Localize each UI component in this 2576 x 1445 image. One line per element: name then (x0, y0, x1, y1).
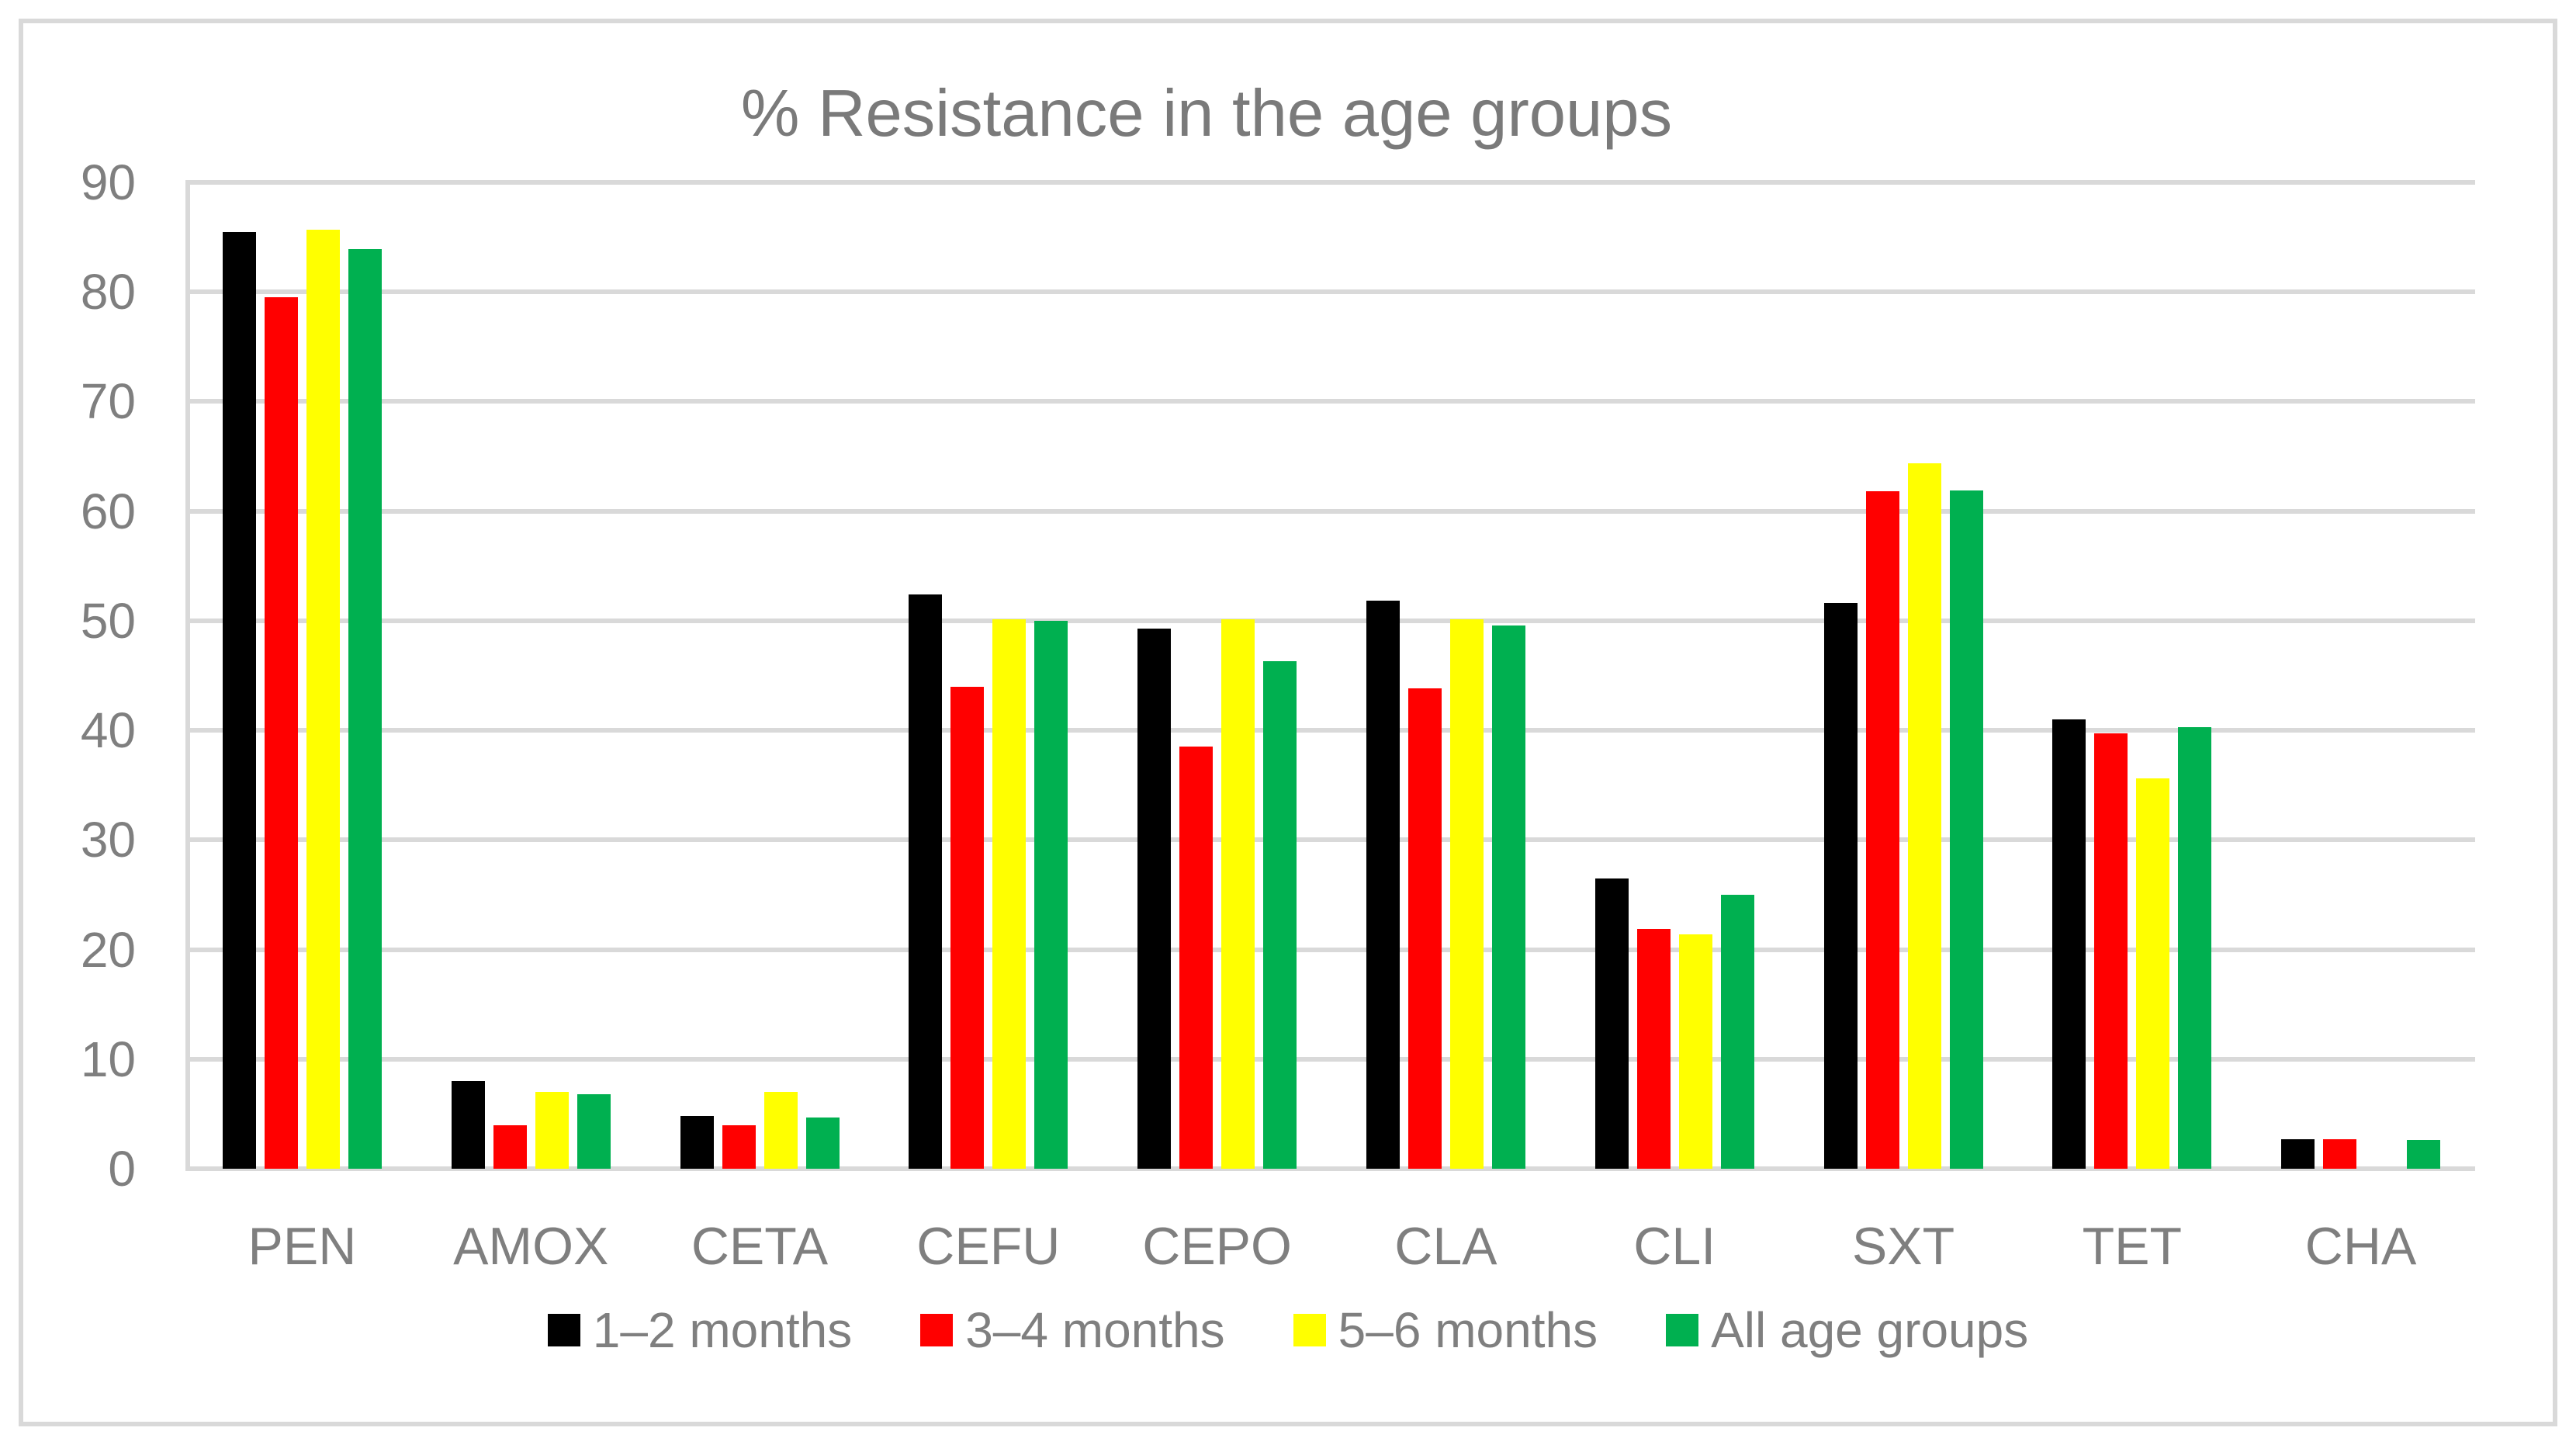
bar-CLA-3–4-months (1407, 688, 1442, 1169)
gridline-10 (188, 1056, 2475, 1062)
bar-CEFU-1–2-months (909, 594, 943, 1169)
bar-TET-All-age-groups (2178, 726, 2212, 1169)
bar-AMOX-3–4-months (493, 1124, 527, 1169)
y-tick-label-40: 40 (80, 702, 136, 759)
legend-label: 1–2 months (592, 1302, 853, 1358)
y-tick-label-90: 90 (80, 154, 136, 210)
legend-item-All-age-groups: All age groups (1666, 1305, 2028, 1355)
bar-CLA-All-age-groups (1491, 625, 1525, 1169)
bar-CLI-1–2-months (1594, 878, 1629, 1169)
bar-AMOX-5–6-months (535, 1092, 569, 1169)
y-axis-line (185, 180, 190, 1171)
bar-SXT-1–2-months (1823, 603, 1858, 1169)
bar-SXT-3–4-months (1865, 491, 1899, 1169)
gridline-90 (188, 180, 2475, 185)
bar-CLI-5–6-months (1678, 934, 1712, 1169)
bar-CETA-5–6-months (763, 1092, 798, 1169)
bar-CEFU-3–4-months (950, 686, 985, 1169)
bar-TET-1–2-months (2052, 719, 2086, 1169)
bar-TET-3–4-months (2094, 733, 2128, 1169)
bar-CEPO-All-age-groups (1263, 661, 1297, 1169)
legend-item-3–4-months: 3–4 months (920, 1302, 1225, 1358)
legend-swatch-icon (920, 1314, 954, 1346)
bar-CEFU-All-age-groups (1034, 620, 1068, 1169)
bar-CETA-3–4-months (722, 1124, 756, 1169)
legend-swatch-icon (1293, 1314, 1326, 1346)
bar-CLA-1–2-months (1366, 601, 1400, 1169)
gridline-60 (188, 508, 2475, 514)
bar-CLA-5–6-months (1449, 619, 1484, 1169)
bar-CEFU-5–6-months (992, 619, 1027, 1169)
y-tick-label-50: 50 (80, 592, 136, 649)
legend-item-5–6-months: 5–6 months (1293, 1305, 1598, 1355)
bar-AMOX-All-age-groups (576, 1093, 611, 1169)
bar-CEPO-5–6-months (1221, 619, 1255, 1169)
bar-SXT-All-age-groups (1949, 490, 1983, 1169)
x-category-label-CEFU: CEFU (916, 1217, 1061, 1276)
legend-item-1–2-months: 1–2 months (547, 1302, 853, 1358)
bar-CLI-3–4-months (1636, 928, 1671, 1169)
bar-AMOX-1–2-months (451, 1081, 485, 1169)
gridline-70 (188, 399, 2475, 404)
bar-SXT-5–6-months (1907, 463, 1941, 1169)
bar-CETA-All-age-groups (805, 1117, 840, 1169)
bar-CHA-3–4-months (2323, 1138, 2357, 1169)
chart-title: % Resistance in the age groups (740, 77, 1673, 151)
bar-TET-5–6-months (2136, 778, 2170, 1169)
gridline-40 (188, 728, 2475, 733)
x-category-label-AMOX: AMOX (453, 1217, 609, 1276)
gridline-80 (188, 289, 2475, 295)
y-tick-label-30: 30 (80, 812, 136, 868)
y-tick-label-80: 80 (80, 264, 136, 321)
gridline-50 (188, 618, 2475, 623)
x-category-label-CLI: CLI (1633, 1217, 1716, 1276)
x-category-label-PEN: PEN (248, 1217, 357, 1276)
y-tick-label-0: 0 (108, 1141, 136, 1197)
bar-CLI-All-age-groups (1720, 894, 1754, 1169)
bar-CHA-1–2-months (2281, 1138, 2315, 1169)
bar-CETA-1–2-months (680, 1116, 714, 1169)
legend-label: 3–4 months (965, 1302, 1225, 1358)
bar-CHA-All-age-groups (2407, 1140, 2441, 1169)
x-category-label-CHA: CHA (2304, 1217, 2417, 1276)
bar-PEN-3–4-months (264, 297, 298, 1169)
x-category-label-SXT: SXT (1851, 1217, 1955, 1276)
bar-CEPO-3–4-months (1179, 747, 1214, 1169)
x-category-label-TET: TET (2082, 1217, 2182, 1276)
legend-swatch-icon (1666, 1314, 1699, 1346)
bar-PEN-1–2-months (222, 231, 256, 1169)
legend-label: 5–6 months (1338, 1302, 1598, 1358)
bar-CEPO-1–2-months (1137, 628, 1172, 1169)
legend-swatch-icon (547, 1314, 580, 1346)
x-category-label-CEPO: CEPO (1142, 1217, 1292, 1276)
x-category-label-CLA: CLA (1394, 1217, 1497, 1276)
gridline-0 (188, 1166, 2475, 1171)
gridline-20 (188, 947, 2475, 952)
y-tick-label-20: 20 (80, 921, 136, 978)
bar-PEN-All-age-groups (348, 249, 382, 1169)
gridline-30 (188, 837, 2475, 843)
legend-label: All age groups (1711, 1302, 2029, 1358)
x-category-label-CETA: CETA (691, 1217, 829, 1276)
legend: 1–2 months 3–4 months 5–6 months All age gr… (0, 1305, 2576, 1355)
y-tick-label-60: 60 (80, 483, 136, 539)
y-tick-label-70: 70 (80, 373, 136, 430)
bar-PEN-5–6-months (306, 229, 340, 1169)
y-tick-label-10: 10 (80, 1031, 136, 1087)
